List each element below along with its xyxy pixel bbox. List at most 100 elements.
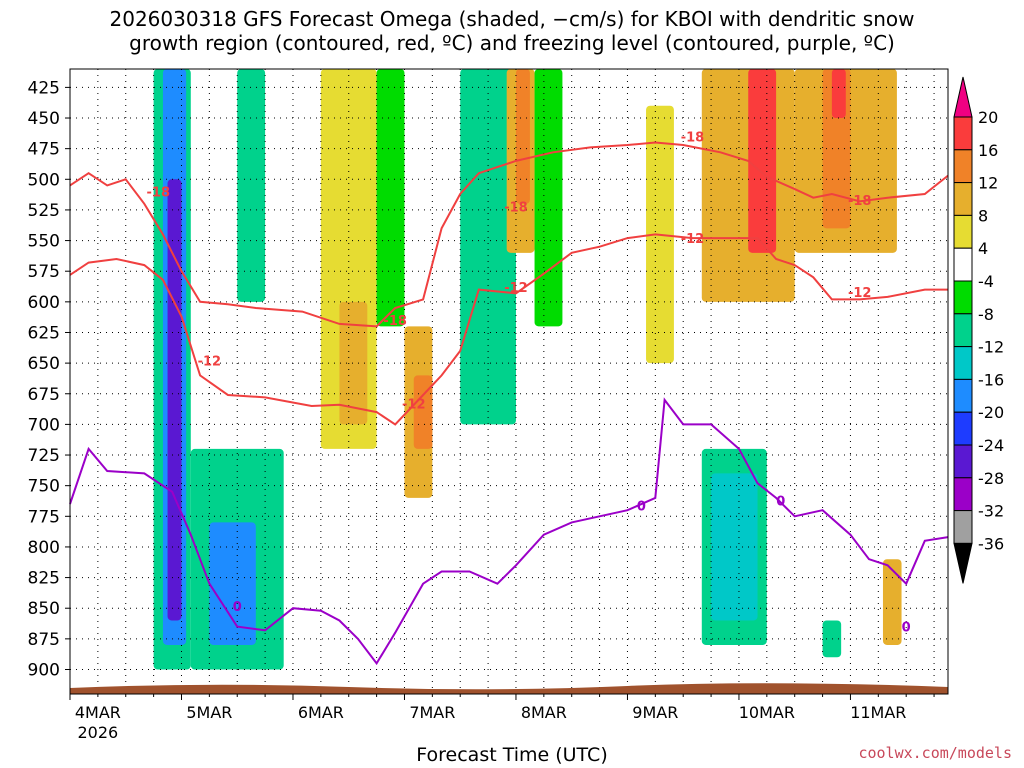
contour-label: -12 [402,398,426,413]
ground-band [70,683,948,694]
colorbar-tick-label: -28 [978,469,1004,488]
colorbar-tick-label: 12 [978,174,998,193]
y-tick-label: 550 [28,232,60,252]
colorbar-segment [953,411,973,446]
y-tick-label: 450 [28,109,60,129]
colorbar-tick-label: 4 [978,239,988,258]
x-tick-label: 10MAR [739,703,795,722]
contour-label: -12 [681,232,705,247]
colorbar-segment [953,477,973,512]
colorbar-tick-label: -24 [978,436,1004,455]
x-tick-label: 11MAR [850,703,906,722]
y-tick-label: 600 [28,293,60,313]
credit-text: coolwx.com/models [858,744,1012,762]
omega-cell [701,69,795,302]
colorbar-tick-label: 16 [978,141,998,160]
colorbar-top-arrow [953,76,973,118]
contour-label: -12 [848,286,872,301]
x-tick-label: 4MAR [75,703,121,722]
y-tick-label: 725 [28,446,60,466]
omega-cell [711,473,758,621]
colorbar-segment [953,116,973,151]
colorbar-segment [953,214,973,249]
freezing-level-contour [69,397,949,666]
y-tick-label: 875 [28,630,60,650]
x-year-label: 2026 [78,723,119,742]
contour-label: -18 [681,130,705,145]
contour-label: -18 [147,186,171,201]
omega-cell [748,69,777,253]
y-tick-label: 500 [28,170,60,190]
colorbar-tick-label: -8 [978,305,994,324]
omega-cell [209,522,256,645]
omega-cell [237,69,266,302]
dgz-contour-line [69,233,948,426]
colorbar-segment [953,510,973,544]
omega-cell [882,559,902,645]
y-tick-label: 650 [28,354,60,374]
omega-cell [515,69,530,204]
omega-cell [376,69,405,327]
contour-label: -18 [504,200,528,215]
contour-label: -18 [848,194,872,209]
omega-cell [167,179,182,621]
omega-shading [70,69,948,694]
y-tick-label: 425 [28,78,60,98]
y-tick-label: 525 [28,201,60,221]
contour-label: -12 [504,281,528,296]
colorbar-bottom-arrow [953,542,973,584]
x-tick-label: 8MAR [521,703,567,722]
ground-terrain [70,683,948,694]
colorbar-segment [953,280,973,315]
chart-title-line1: 2026030318 GFS Forecast Omega (shaded, −… [109,7,915,31]
colorbar-segment [953,247,973,282]
omega-cell [534,69,563,327]
y-tick-label: 475 [28,140,60,160]
colorbar-tick-label: -32 [978,502,1004,521]
colorbar-tick-label: -16 [978,370,1004,389]
contour-lines [69,141,949,666]
contour-label: 0 [637,499,646,514]
colorbar-segment [953,444,973,479]
y-tick-label: 850 [28,599,60,619]
colorbar-tick-label: -12 [978,338,1004,357]
colorbar-tick-label: -4 [978,272,994,291]
y-tick-label: 825 [28,569,60,589]
colorbar-segment [953,378,973,413]
colorbar-segment [953,182,973,216]
x-axis: 4MAR 5MAR 6MAR 7MAR 8MAR 9MAR 10MAR 11MAR 2026 [69,694,935,742]
plot-frame [69,68,949,695]
y-tick-label: 625 [28,323,60,343]
y-axis: 425 450 475 500 525 550 575 600 625 650 675 700 725 7… [28,78,70,680]
x-tick-label: 7MAR [409,703,455,722]
y-tick-label: 575 [28,262,60,282]
colorbar-tick-label: -36 [978,534,1004,553]
colorbar: 20 16 12 8 4 -4 -8 -12 -16 -20 -24 -28 -32 -36 [953,76,1004,584]
colorbar-segment [953,346,973,380]
x-axis-title: Forecast Time (UTC) [416,744,608,766]
contour-label: -12 [198,355,222,370]
dgz-contour-line [69,141,949,328]
colorbar-tick-label: 8 [978,206,988,225]
x-tick-label: 5MAR [186,703,232,722]
y-tick-label: 800 [28,538,60,558]
y-tick-label: 750 [28,477,60,497]
contour-label: 0 [233,600,242,615]
contour-label: -18 [383,314,407,329]
colorbar-segment [953,313,973,348]
omega-cell [831,69,846,119]
omega-cell [822,620,842,658]
x-tick-label: 6MAR [298,703,344,722]
y-tick-label: 675 [28,385,60,405]
y-tick-label: 900 [28,660,60,680]
contour-labels: -18 -12 -18 -12 -18 -12 -18 -12 -18 -12 0 0 0 0 [147,130,911,635]
omega-cell [460,69,516,425]
contour-label: 0 [902,621,911,636]
colorbar-tick-label: 20 [978,108,998,127]
contour-label: 0 [776,494,785,509]
y-tick-label: 700 [28,415,60,435]
colorbar-segment [953,149,973,184]
chart-title-line2: growth region (contoured, red, ºC) and f… [129,31,895,55]
y-tick-label: 775 [28,507,60,527]
